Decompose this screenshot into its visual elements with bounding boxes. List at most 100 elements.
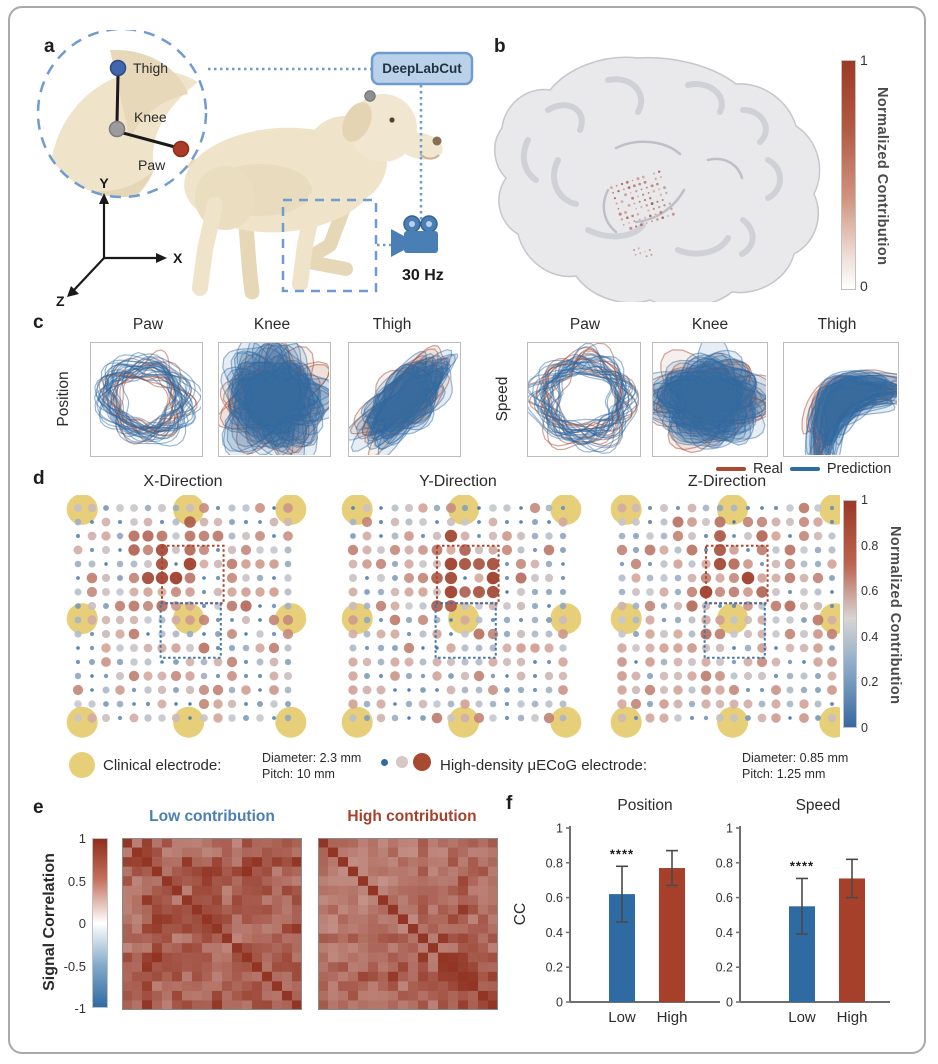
heatmap-cell bbox=[358, 885, 369, 896]
heatmap-cell bbox=[292, 857, 302, 867]
uecog-electrode-dot bbox=[364, 645, 370, 651]
trajectory-loop bbox=[374, 363, 452, 447]
uecog-electrode-dot bbox=[475, 686, 483, 694]
uecog-electrode-dot bbox=[268, 642, 280, 654]
uecog-electrode-dot bbox=[730, 714, 738, 722]
uecog-electrode-dot bbox=[393, 688, 397, 692]
heatmap-cell bbox=[408, 962, 419, 973]
heatmap-cell bbox=[398, 876, 409, 887]
heatmap-cell bbox=[348, 904, 359, 915]
uecog-electrode-dot bbox=[774, 646, 778, 650]
x-category-label: High bbox=[837, 1009, 868, 1026]
low-contribution-region-box bbox=[703, 602, 766, 659]
uecog-electrode-dot bbox=[378, 617, 384, 623]
uecog-electrode-dot bbox=[128, 670, 140, 682]
trajectory-loop bbox=[542, 346, 620, 439]
uecog-electrode-dot bbox=[660, 658, 668, 666]
uecog-electrode-dot bbox=[272, 506, 276, 510]
heatmap-cell bbox=[348, 847, 359, 858]
uecog-electrode-dot bbox=[644, 684, 656, 696]
heatmap-cell bbox=[428, 933, 439, 944]
colorbar-tick: 0.4 bbox=[861, 629, 879, 644]
uecog-electrode-dot bbox=[117, 575, 123, 581]
brain-electrode-dot bbox=[652, 189, 656, 193]
heatmap-cell bbox=[438, 914, 449, 925]
uecog-electrode-dot bbox=[545, 686, 553, 694]
heatmap-cell bbox=[468, 962, 479, 973]
uecog-electrode-dot bbox=[660, 574, 668, 582]
heatmap-cell bbox=[358, 943, 369, 953]
uecog-electrode-dot bbox=[460, 713, 470, 723]
brain-electrode-dot bbox=[637, 195, 639, 198]
uecog-electrode-dot bbox=[128, 530, 140, 542]
heatmap-cell bbox=[292, 962, 302, 973]
heatmap-cell bbox=[378, 866, 389, 877]
brain-electrode-dot bbox=[648, 214, 652, 218]
dog-front-leg-near bbox=[292, 192, 323, 292]
uecog-electrode-dot bbox=[404, 531, 414, 541]
trajectory-loop bbox=[668, 360, 747, 436]
heatmap-cell bbox=[252, 933, 263, 944]
heatmap-cell bbox=[212, 943, 223, 953]
uecog-electrode-dot bbox=[546, 617, 552, 623]
low-contribution-region-box bbox=[159, 602, 222, 659]
brain-outline bbox=[494, 56, 821, 302]
uecog-electrode-dot bbox=[255, 531, 265, 541]
uecog-electrode-dot bbox=[813, 657, 823, 667]
uecog-electrode-dot bbox=[659, 587, 669, 597]
uecog-electrode-dot bbox=[702, 504, 710, 512]
heatmap-cell bbox=[192, 857, 203, 867]
uecog-electrode-dot bbox=[270, 546, 278, 554]
uecog-electrode-dot bbox=[772, 588, 780, 596]
uecog-electrode-dot bbox=[283, 503, 293, 513]
uecog-electrode-dot bbox=[784, 558, 796, 570]
uecog-electrode-dot bbox=[142, 530, 154, 542]
brain-electrode-dot bbox=[650, 202, 654, 206]
uecog-electrode-dot bbox=[444, 557, 458, 571]
heatmap-cell bbox=[142, 914, 153, 925]
uecog-electrode-dot bbox=[798, 530, 810, 542]
uecog-electrode-dot bbox=[244, 660, 248, 664]
uecog-electrode-dot bbox=[516, 601, 526, 611]
uecog-electrode-dot bbox=[473, 558, 485, 570]
trajectory-loop bbox=[363, 364, 444, 433]
heatmap-cell bbox=[488, 857, 498, 867]
uecog-electrode-dot bbox=[390, 587, 400, 597]
uecog-electrode-dot bbox=[460, 531, 470, 541]
uecog-electrode-dot bbox=[132, 702, 136, 706]
heatmap-cell bbox=[212, 962, 223, 973]
brain-electrode-dot bbox=[620, 200, 624, 204]
significance-stars: **** bbox=[790, 858, 814, 873]
heatmap-cell bbox=[202, 943, 213, 953]
uecog-electrode-dot bbox=[202, 632, 206, 636]
uecog-electrode-dot bbox=[758, 700, 766, 708]
heatmap-cell bbox=[448, 895, 459, 906]
heatmap-cell bbox=[448, 857, 459, 867]
pos-knee-title: Knee bbox=[253, 316, 291, 333]
brain-electrode-dot bbox=[662, 186, 667, 190]
pos-thigh-title: Thigh bbox=[372, 316, 412, 333]
trajectory-loop bbox=[544, 362, 633, 439]
heatmap-cell bbox=[448, 924, 459, 934]
uecog-electrode-dot bbox=[544, 643, 554, 653]
heatmap-cell bbox=[192, 933, 203, 944]
heatmap-cell bbox=[348, 857, 359, 867]
heatmap-cell bbox=[132, 933, 143, 944]
inset-leg-shade bbox=[110, 49, 188, 140]
brain-electrode-dot bbox=[654, 213, 657, 216]
uecog-electrode-dot bbox=[157, 671, 167, 681]
uecog-electrode-dot bbox=[418, 545, 428, 555]
heatmap-cell bbox=[142, 933, 153, 944]
uecog-electrode-dot bbox=[718, 604, 722, 608]
uecog-electrode-dot bbox=[143, 671, 153, 681]
uecog-electrode-dot bbox=[157, 643, 167, 653]
uecog-electrode-dot bbox=[688, 630, 696, 638]
heatmap-cell bbox=[388, 971, 399, 982]
uecog-electrode-dot bbox=[419, 602, 427, 610]
uecog-electrode-dot bbox=[701, 601, 711, 611]
uecog-electrode-dot bbox=[89, 547, 95, 553]
y-tick-label: 0 bbox=[726, 996, 733, 1010]
uecog-electrode-dot bbox=[516, 657, 526, 667]
heatmap-cell bbox=[192, 981, 203, 992]
heatmap-cell bbox=[468, 914, 479, 925]
